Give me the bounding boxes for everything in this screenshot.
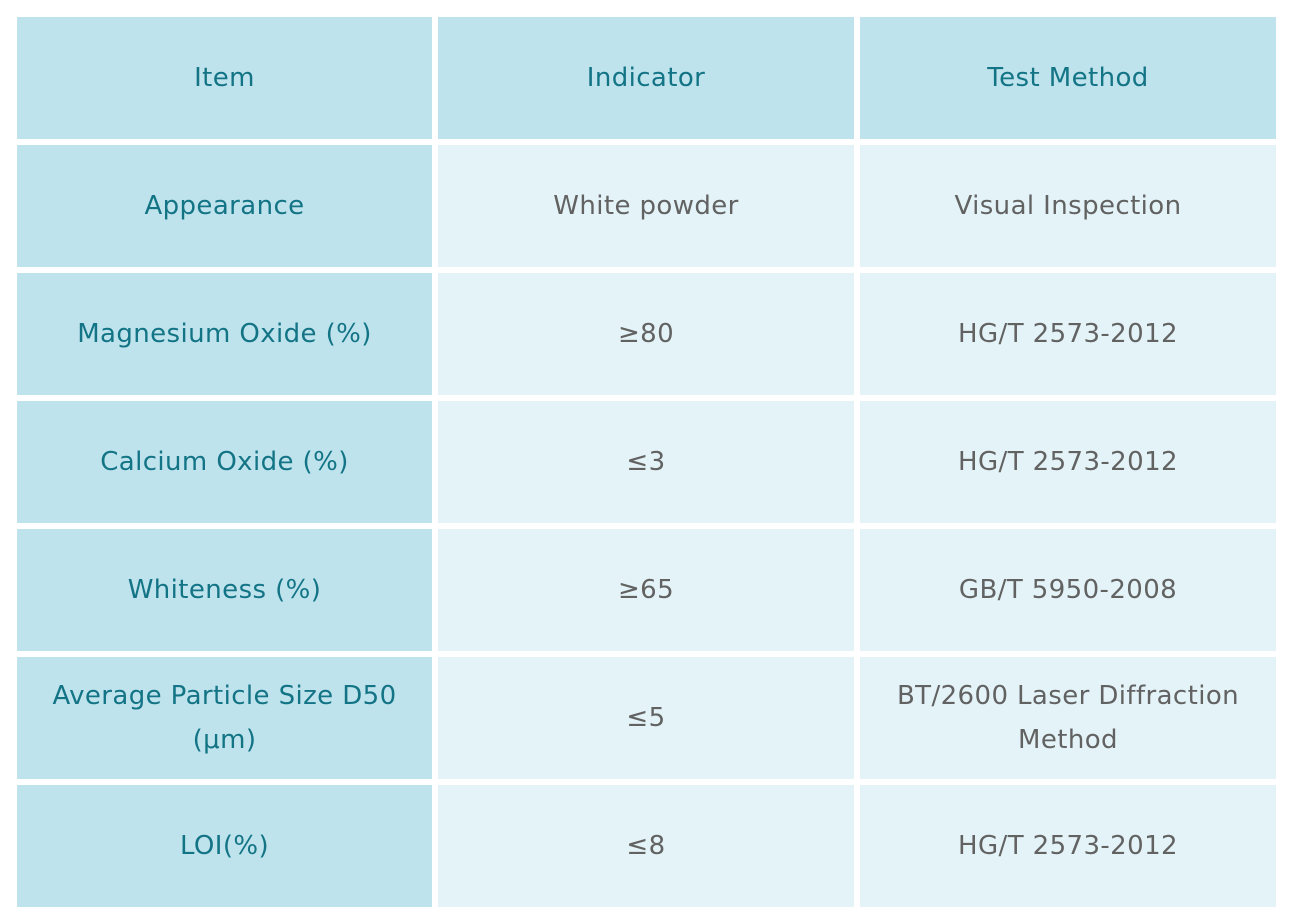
row-item: Calcium Oxide (%) <box>17 401 432 523</box>
row-method: Visual Inspection <box>860 145 1276 267</box>
row-indicator: ≥80 <box>438 273 854 395</box>
row-method: HG/T 2573-2012 <box>860 785 1276 907</box>
row-indicator: ≥65 <box>438 529 854 651</box>
row-indicator: ≤3 <box>438 401 854 523</box>
row-indicator: ≤8 <box>438 785 854 907</box>
row-method: BT/2600 Laser Diffraction Method <box>860 657 1276 779</box>
row-item: Average Particle Size D50 (μm) <box>17 657 432 779</box>
row-item: Whiteness (%) <box>17 529 432 651</box>
row-item: Magnesium Oxide (%) <box>17 273 432 395</box>
row-method: HG/T 2573-2012 <box>860 273 1276 395</box>
row-method: GB/T 5950-2008 <box>860 529 1276 651</box>
row-method: HG/T 2573-2012 <box>860 401 1276 523</box>
row-item: LOI(%) <box>17 785 432 907</box>
header-indicator: Indicator <box>438 17 854 139</box>
header-test-method: Test Method <box>860 17 1276 139</box>
row-indicator: White powder <box>438 145 854 267</box>
row-item: Appearance <box>17 145 432 267</box>
header-item: Item <box>17 17 432 139</box>
spec-table: Item Indicator Test Method Appearance Wh… <box>17 17 1276 907</box>
row-indicator: ≤5 <box>438 657 854 779</box>
